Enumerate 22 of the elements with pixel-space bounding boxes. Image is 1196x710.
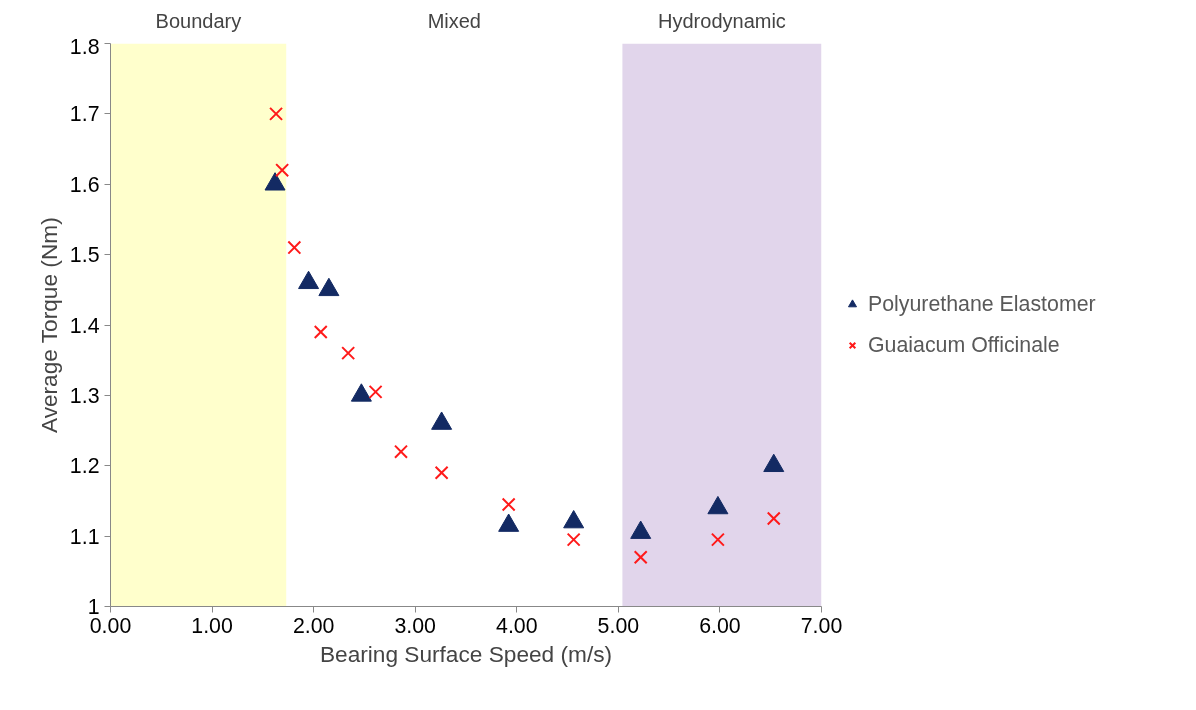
y-tick-label: 1.7 xyxy=(69,102,100,127)
x-axis-title: Bearing Surface Speed (m/s) xyxy=(319,640,613,667)
y-tick-label: 1.8 xyxy=(69,34,100,59)
text: Mixed xyxy=(427,9,481,32)
x-tick-label: 1.00 xyxy=(191,613,233,638)
band-label: Boundary xyxy=(155,9,242,32)
band-label: Hydrodynamic xyxy=(658,9,786,32)
y-tick-label: 1.1 xyxy=(69,524,100,549)
y-tick-label: 1.3 xyxy=(69,383,100,408)
legend-label: Polyurethane Elastomer xyxy=(868,291,1096,317)
x-tick-label: 3.00 xyxy=(394,613,437,638)
y-axis-title: Average Torque (Nm) xyxy=(35,217,62,434)
y-tick-label: 1.4 xyxy=(69,313,100,338)
x-tick-label: 6.00 xyxy=(699,613,741,638)
x-tick-label: 2.00 xyxy=(292,613,335,638)
legend-label: Guaiacum Officinale xyxy=(868,332,1060,358)
y-tick-label: 1.6 xyxy=(69,172,100,197)
x-tick-label: 4.00 xyxy=(496,613,538,638)
y-tick-label: 1.5 xyxy=(69,243,100,268)
x-tick-label: 7.00 xyxy=(800,613,843,638)
x-tick-label: 5.00 xyxy=(597,613,640,638)
y-tick-label: 1.2 xyxy=(69,454,100,479)
